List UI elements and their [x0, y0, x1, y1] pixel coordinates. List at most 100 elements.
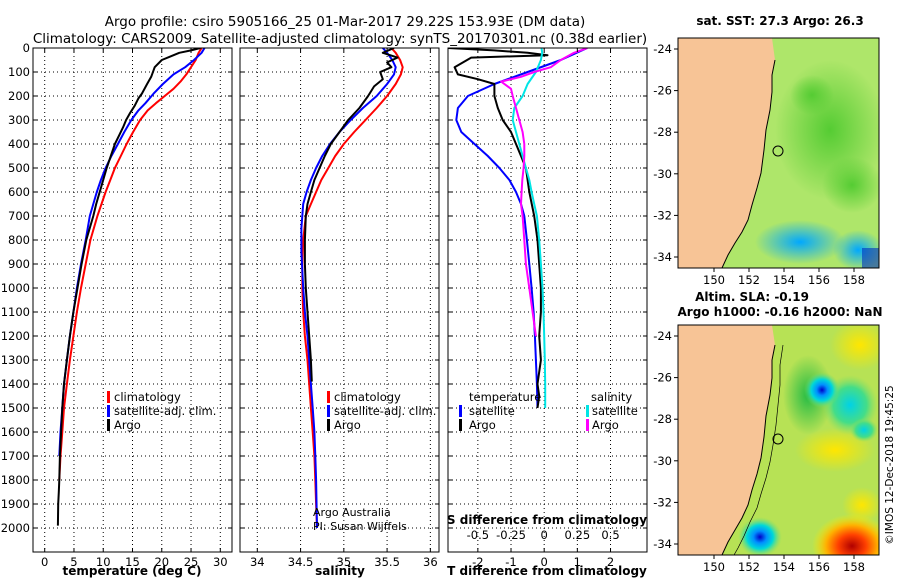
difference-lines	[448, 48, 588, 409]
legend-temperature-argo-label: Argo	[469, 418, 496, 432]
map-longitude-label: 152	[738, 560, 760, 574]
legend-temperature-satellite-label: satellite	[469, 404, 515, 418]
temperature-lines	[56, 48, 206, 526]
cold-eddy-north	[804, 372, 840, 408]
map-latitude-label: -26	[653, 371, 672, 385]
series-climatology-line	[58, 48, 203, 481]
map-longitude-label: 158	[843, 560, 865, 574]
legend-salinity-argo-swatch	[586, 419, 589, 431]
x-tick-label: 0	[541, 555, 548, 569]
legend-climatology-label: climatology	[334, 390, 401, 404]
series-salinity-argo-line	[500, 48, 588, 337]
y-tick-label: 1700	[1, 449, 30, 463]
legend-climatology-swatch	[107, 391, 110, 403]
x-tick-label: 5	[70, 555, 77, 569]
temperature-ticks: 0100200300400500600700800900100011001200…	[1, 41, 232, 569]
map-longitude-label: 154	[773, 273, 795, 287]
sst-map-frame	[677, 37, 880, 269]
x-tick-label: 25	[184, 555, 199, 569]
map-longitude-label: 156	[808, 560, 830, 574]
map-longitude-label: 150	[703, 560, 725, 574]
salinity-frame	[239, 47, 440, 553]
legend-satellite-label: satellite-adj. clim.	[334, 404, 436, 418]
sla-map-frame	[677, 324, 880, 556]
sla-positive-region	[830, 325, 879, 370]
x-tick-label: 1	[574, 555, 581, 569]
argo-australia-annotation: Argo Australia	[313, 506, 391, 519]
sla-map-subtitle: Argo h1000: -0.16 h2000: NaN	[677, 305, 882, 319]
x-tick-label: 30	[213, 555, 228, 569]
map-latitude-label: -34	[653, 250, 672, 264]
temperature-grid	[33, 47, 232, 552]
series-climatology-line	[301, 48, 404, 529]
legend-temperature-header: temperature	[469, 390, 541, 404]
y-tick-label: 1200	[1, 329, 30, 343]
sla-low-region	[850, 418, 878, 442]
x-tick-label: -1	[505, 555, 516, 569]
sst-map-title: sat. SST: 27.3 Argo: 26.3	[696, 14, 863, 28]
legend-climatology-label: climatology	[114, 390, 181, 404]
temperature-legend: climatology satellite-adj. clim. Argo	[107, 390, 216, 432]
temperature-difference-axis-label: T difference from climatology	[447, 564, 647, 578]
map-latitude-label: -24	[653, 42, 672, 56]
map-longitude-label: 154	[773, 560, 795, 574]
y-tick-label: 1500	[1, 401, 30, 415]
y-tick-label: 1000	[1, 281, 30, 295]
difference-ticks: -2 -1 0 1 2 -0.5 -0.25 0 0.25 0.5	[448, 47, 647, 569]
x-tick-label: 0	[41, 555, 48, 569]
sla-map-ticks: -24 -26 -28 -30 -32 -34 150 152 154 156 158	[653, 329, 865, 574]
x-tick-label: 35	[337, 555, 352, 569]
map-latitude-label: -30	[653, 454, 672, 468]
map-latitude-label: -24	[653, 329, 672, 343]
y-tick-label: 1800	[1, 473, 30, 487]
argo-location-marker	[772, 145, 784, 157]
y-tick-label: 2000	[1, 521, 30, 535]
x-tick-label: 34.5	[288, 555, 314, 569]
sst-cool-region	[790, 75, 834, 115]
s-difference-tick-label: 0	[541, 528, 548, 542]
argo-location-marker	[772, 433, 784, 445]
legend-satellite-swatch	[107, 405, 110, 417]
salinity-axis-label: salinity	[315, 564, 365, 578]
map-longitude-label: 150	[703, 273, 725, 287]
y-tick-label: 500	[8, 161, 30, 175]
y-tick-label: 1100	[1, 305, 30, 319]
y-tick-label: 900	[8, 257, 30, 271]
sst-coldest-region	[862, 248, 879, 268]
salinity-legend: climatology satellite-adj. clim. Argo	[327, 390, 436, 432]
s-difference-tick-label: 0.25	[565, 528, 591, 542]
x-tick-label: 36	[423, 555, 438, 569]
legend-salinity-satellite-label: satellite	[592, 404, 638, 418]
x-tick-label: 10	[96, 555, 111, 569]
y-tick-label: 1300	[1, 353, 30, 367]
y-tick-label: 300	[8, 113, 30, 127]
map-latitude-label: -32	[653, 208, 672, 222]
y-tick-label: 1400	[1, 377, 30, 391]
y-tick-label: 800	[8, 233, 30, 247]
x-tick-label: 34	[250, 555, 265, 569]
cold-eddy-south	[738, 517, 782, 555]
series-temperature-satellite-line	[455, 48, 588, 409]
figure-title-line1: Argo profile: csiro 5905166_25 01-Mar-20…	[105, 14, 586, 30]
sst-cold-region	[755, 220, 845, 264]
y-tick-label: 1600	[1, 425, 30, 439]
legend-temperature-argo-swatch	[459, 419, 462, 431]
y-tick-label: 1900	[1, 497, 30, 511]
series-argo-line	[303, 48, 399, 382]
y-tick-label: 200	[8, 89, 30, 103]
sst-map-ticks: -24 -26 -28 -30 -32 -34 150 152 154 156 158	[653, 42, 865, 287]
legend-temperature-satellite-swatch	[459, 405, 462, 417]
legend-salinity-argo-label: Argo	[592, 418, 619, 432]
map-latitude-label: -30	[653, 167, 672, 181]
difference-panel: -2 -1 0 1 2 -0.5 -0.25 0 0.25 0.5 temperature sal…	[447, 47, 648, 578]
legend-argo-label: Argo	[334, 418, 361, 432]
map-longitude-label: 158	[843, 273, 865, 287]
difference-frame	[447, 47, 648, 553]
s-difference-tick-label: -0.25	[496, 528, 526, 542]
figure-title-line2: Climatology: CARS2009. Satellite-adjuste…	[33, 31, 647, 47]
sla-map-image	[678, 325, 879, 555]
series-salinity-satellite-line	[511, 48, 547, 408]
temperature-axis-label: temperature (deg C)	[63, 564, 202, 578]
difference-legend: temperature salinity satellite Argo sate…	[459, 390, 638, 432]
map-longitude-label: 152	[738, 273, 760, 287]
